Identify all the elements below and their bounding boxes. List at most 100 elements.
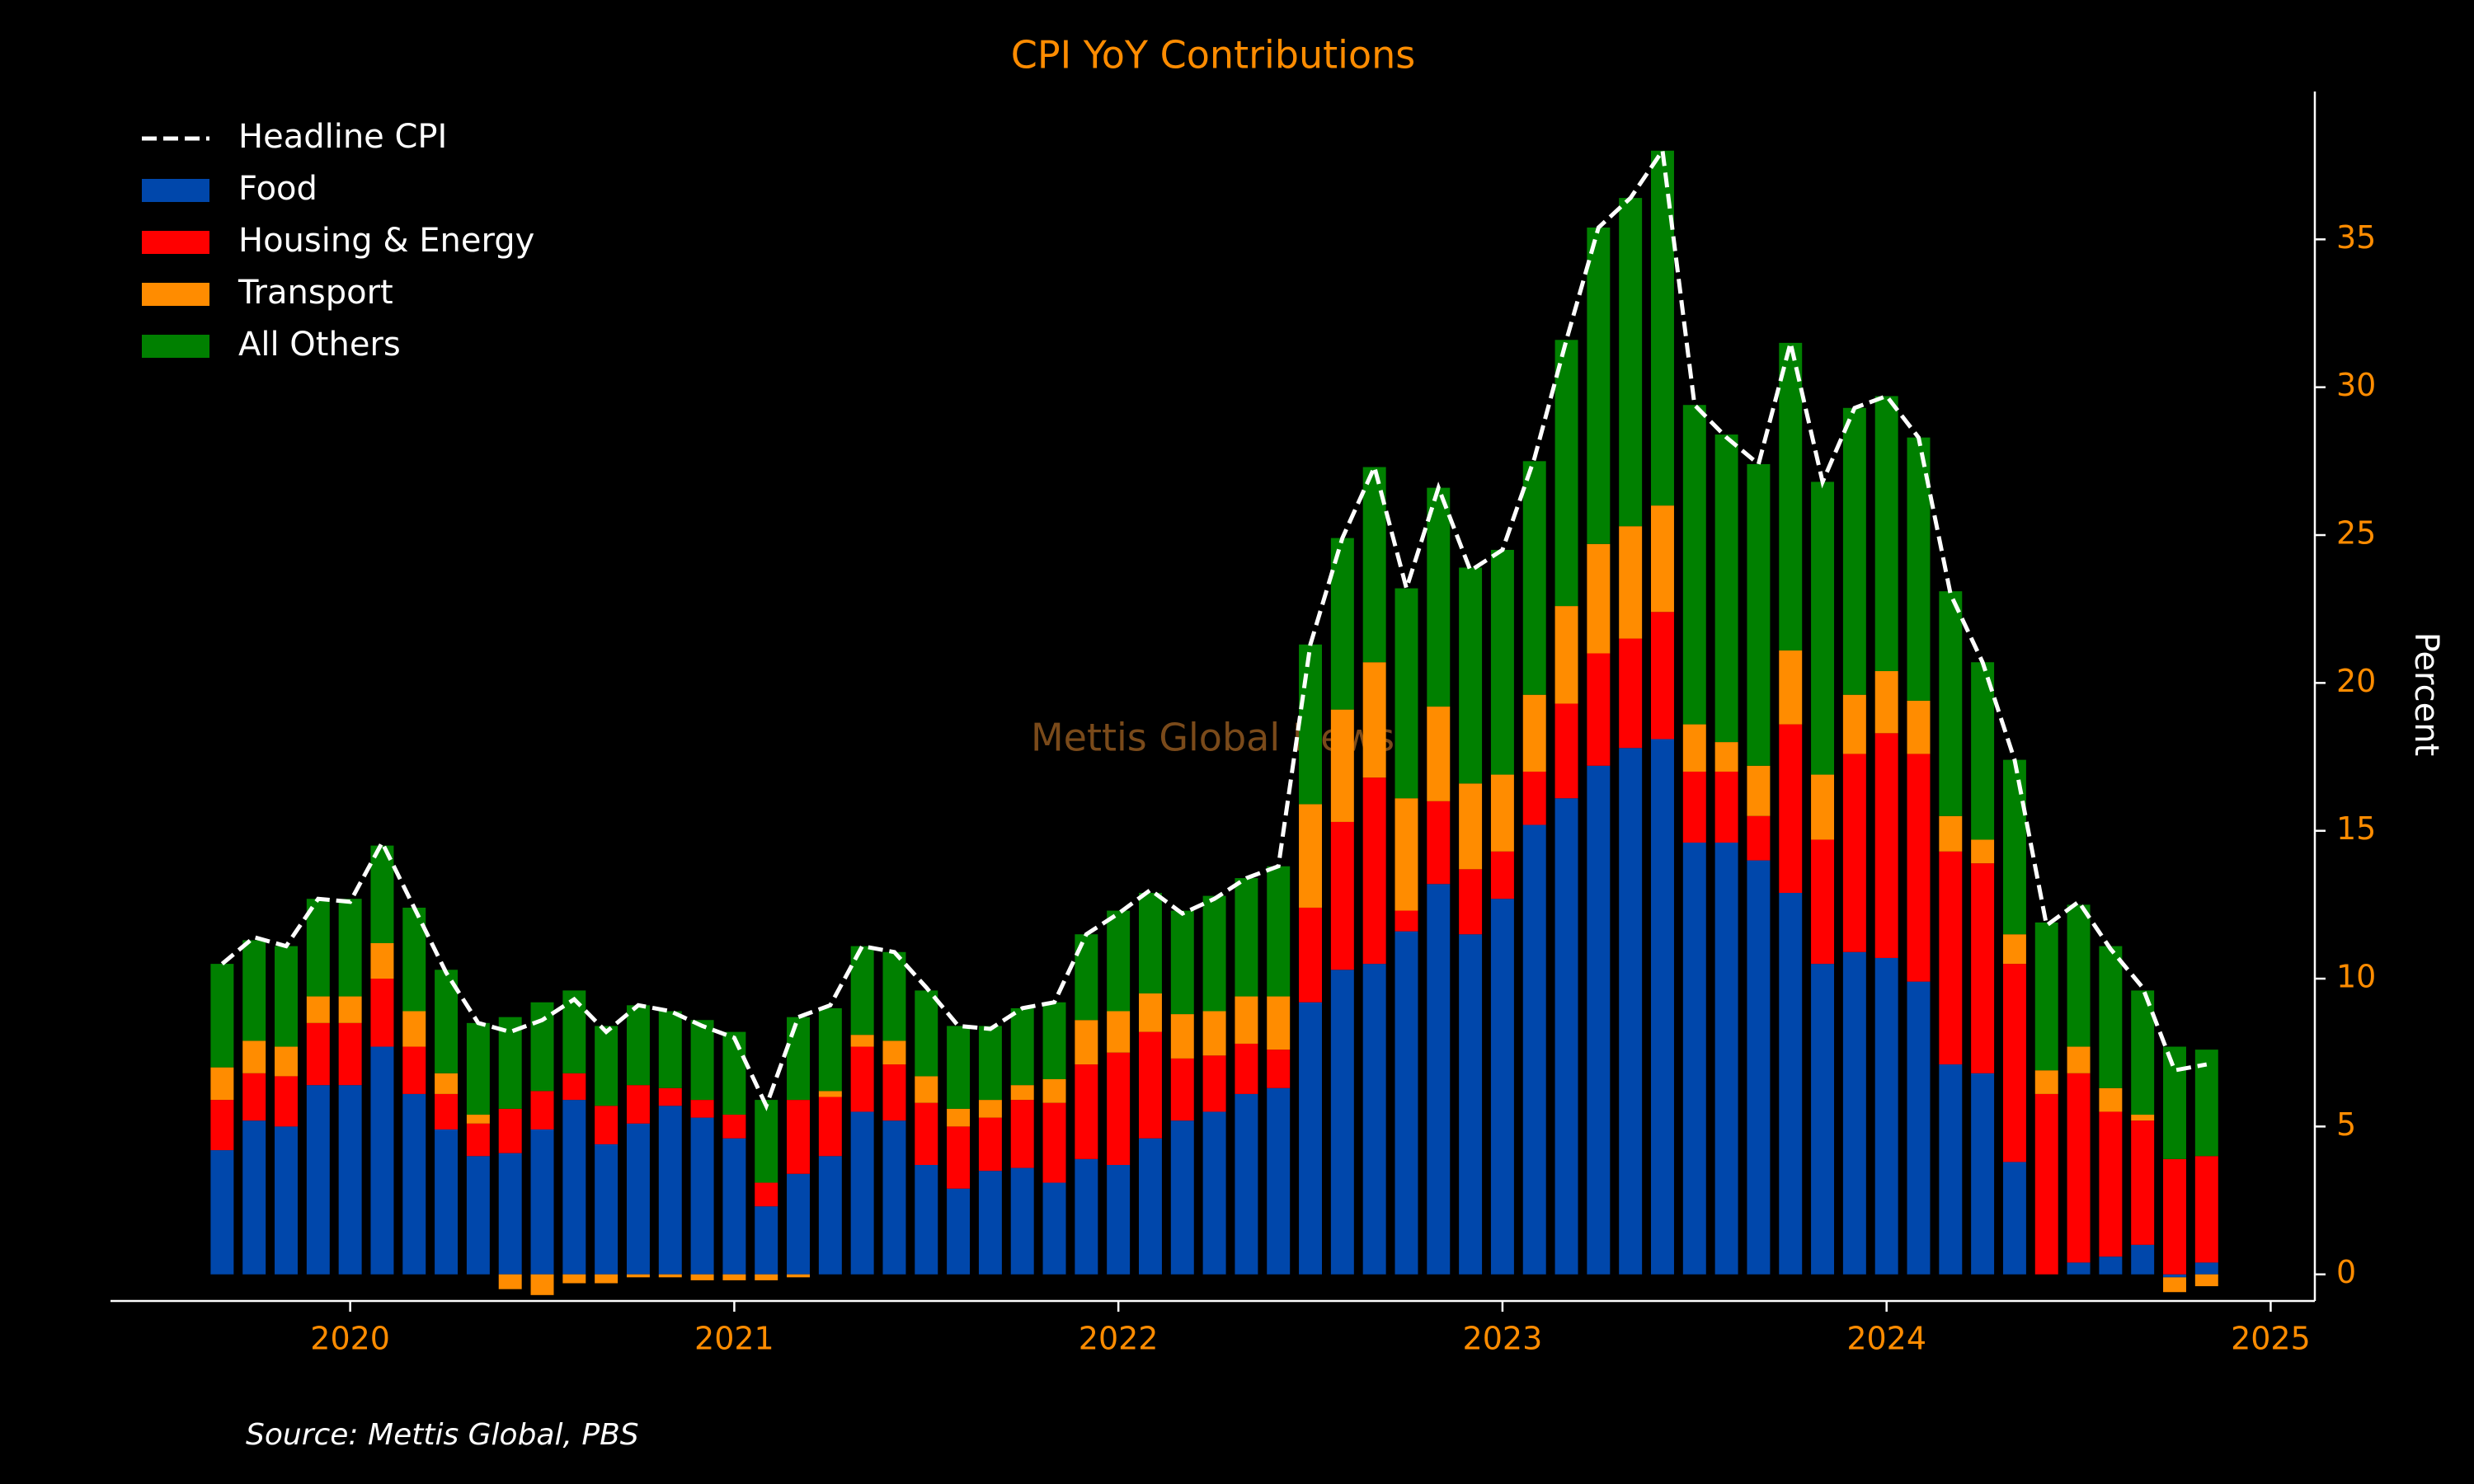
bar-segment (1138, 1031, 1162, 1139)
bar-segment (1874, 396, 1898, 672)
bar-segment (1299, 1002, 1323, 1275)
bar-segment (1330, 821, 1354, 970)
bar-segment (1395, 910, 1418, 932)
bar-segment (1651, 612, 1674, 740)
x-tick-label: 2024 (1846, 1321, 1926, 1357)
bar-segment (1619, 748, 1643, 1275)
bar-segment (306, 899, 330, 997)
bar-segment (1682, 843, 1706, 1275)
bar-segment (1587, 543, 1611, 654)
bar-segment (1170, 1120, 1194, 1275)
bar-segment (1010, 1007, 1034, 1086)
bar-segment (915, 1076, 938, 1103)
y-tick-label: 10 (2336, 959, 2376, 995)
bar-segment (530, 1274, 554, 1295)
bar-segment (370, 979, 394, 1047)
bar-segment (818, 1156, 842, 1275)
bar-segment (626, 1005, 650, 1086)
x-tick-label: 2023 (1463, 1321, 1543, 1357)
bar-segment (626, 1123, 650, 1275)
bar-segment (530, 1129, 554, 1275)
chart-title: CPI YoY Contributions (1011, 33, 1415, 77)
bar-segment (562, 990, 586, 1073)
bar-segment (1747, 463, 1771, 766)
bar-segment (1682, 405, 1706, 725)
bar-segment (1395, 588, 1418, 799)
bar-segment (498, 1274, 522, 1289)
bar-segment (2131, 1120, 2155, 1245)
bar-segment (1811, 481, 1835, 775)
bar-segment (722, 1031, 746, 1115)
bar-segment (690, 1020, 714, 1101)
bar-segment (722, 1274, 746, 1280)
bar-segment (1714, 434, 1738, 743)
bar-segment (1490, 899, 1514, 1275)
legend-label: All Others (238, 326, 401, 364)
x-tick-label: 2022 (1079, 1321, 1159, 1357)
bar-segment (1427, 487, 1451, 707)
bar-segment (1779, 724, 1803, 894)
bar-segment (882, 951, 906, 1041)
bar-segment (1427, 884, 1451, 1275)
bar-segment (1842, 407, 1866, 695)
bar-segment (1170, 910, 1194, 1015)
bar-segment (850, 1035, 874, 1047)
source-note: Source: Mettis Global, PBS (246, 1418, 639, 1452)
bar-segment (1971, 863, 1995, 1073)
bar-segment (850, 1111, 874, 1275)
bar-segment (1971, 839, 1995, 864)
bar-segment (1939, 815, 1963, 852)
bar-segment (1747, 860, 1771, 1275)
bar-segment (978, 1171, 1002, 1275)
legend-swatch (142, 335, 209, 358)
bar-segment (1042, 1182, 1066, 1275)
bar-segment (338, 899, 362, 997)
bar-segment (2034, 1070, 2058, 1094)
bar-segment (466, 1156, 490, 1275)
bar-segment (1299, 804, 1323, 908)
bar-segment (1330, 709, 1354, 822)
bar-segment (1362, 964, 1386, 1275)
bar-segment (1490, 774, 1514, 852)
bar-segment (2131, 990, 2155, 1115)
bar-segment (338, 996, 362, 1023)
bar-segment (915, 1165, 938, 1275)
bar-segment (1107, 1052, 1131, 1166)
bar-segment (1267, 1087, 1291, 1275)
bar-segment (2002, 934, 2026, 965)
bar-segment (978, 1026, 1002, 1101)
bar-segment (275, 1076, 298, 1127)
bar-segment (435, 1129, 459, 1275)
bar-segment (210, 1067, 234, 1101)
x-tick-label: 2020 (310, 1321, 390, 1357)
bar-segment (242, 940, 266, 1041)
bar-segment (1522, 694, 1546, 772)
bar-segment (1554, 606, 1578, 704)
y-tick-label: 35 (2336, 219, 2376, 256)
y-tick-label: 20 (2336, 663, 2376, 699)
legend-label: Food (238, 170, 317, 208)
legend-swatch (142, 231, 209, 254)
bar-segment (1459, 567, 1483, 784)
bar-segment (2163, 1158, 2186, 1275)
bar-segment (370, 845, 394, 943)
bar-segment (466, 1115, 490, 1124)
bar-segment (595, 1274, 618, 1284)
bar-segment (1651, 150, 1674, 506)
y-tick-label: 15 (2336, 810, 2376, 847)
bar-segment (1107, 1011, 1131, 1053)
bar-segment (2002, 964, 2026, 1162)
y-tick-label: 0 (2336, 1254, 2356, 1290)
bar-segment (498, 1017, 522, 1109)
bar-segment (530, 1002, 554, 1092)
bar-segment (947, 1026, 971, 1109)
bar-segment (787, 1100, 810, 1174)
bar-segment (1779, 650, 1803, 725)
bar-segment (1779, 893, 1803, 1275)
bar-segment (1267, 866, 1291, 997)
bar-segment (1939, 851, 1963, 1065)
bar-segment (2034, 922, 2058, 1071)
bar-segment (2163, 1274, 2186, 1278)
bar-segment (1010, 1167, 1034, 1275)
bar-segment (658, 1011, 682, 1088)
